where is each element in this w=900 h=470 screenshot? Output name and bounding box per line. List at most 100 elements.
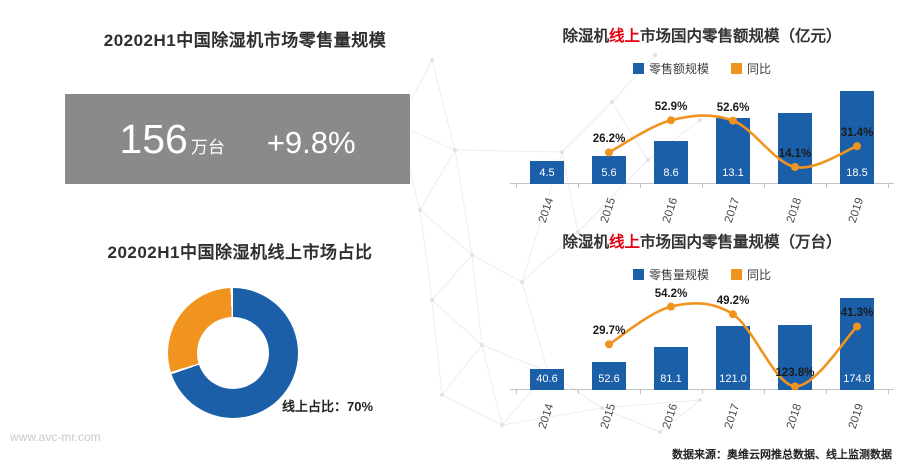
donut-chart — [168, 288, 298, 418]
yoy-label: 49.2% — [716, 295, 750, 308]
bar-2015 — [592, 156, 626, 184]
legend-item-bar-series: 零售额规模 — [632, 60, 709, 77]
line-point — [729, 310, 737, 319]
line-series-swatch — [731, 269, 742, 280]
bar-value-label: 52.6 — [598, 373, 620, 385]
x-axis-label-2016: 2016 — [660, 402, 681, 431]
yoy-label: 52.9% — [654, 101, 688, 114]
line-point — [853, 322, 861, 331]
bar-2015 — [592, 362, 626, 390]
line-point — [791, 382, 799, 391]
title-suffix: 市场国内零售额规模（亿元） — [640, 28, 842, 45]
x-axis-label-2017: 2017 — [722, 402, 743, 431]
yoy-label: 52.6% — [716, 101, 750, 114]
axis-tick — [640, 390, 641, 394]
bar-2014 — [530, 161, 564, 184]
legend-label: 零售量规模 — [648, 268, 709, 282]
yoy-label: 123.8% — [775, 367, 815, 380]
bar-2016 — [654, 141, 688, 184]
x-axis-label-2019: 2019 — [846, 196, 867, 225]
legend-label: 同比 — [747, 268, 772, 282]
yoy-label: 31.4% — [840, 127, 874, 140]
x-axis-label-2016: 2016 — [660, 196, 681, 225]
watermark: www.avc-mr.com — [10, 430, 101, 444]
line-point — [791, 163, 799, 172]
title-suffix: 市场国内零售量规模（万台） — [640, 234, 842, 251]
x-axis-label-2017: 2017 — [722, 196, 743, 225]
bar-2019 — [840, 91, 874, 184]
revenue-chart-title: 除湿机线上市场国内零售额规模（亿元） — [512, 24, 892, 46]
x-axis-label-2015: 2015 — [598, 196, 619, 225]
line-point — [667, 302, 675, 311]
bar-2016 — [654, 347, 688, 390]
yoy-label: 54.2% — [654, 287, 688, 300]
x-axis-label-2015: 2015 — [598, 402, 619, 431]
retail-growth-value: +9.8% — [266, 124, 356, 160]
volume-chart-block: 除湿机线上市场国内零售量规模（万台） 零售量规模 同比 40.6 52.6 81.1… — [510, 230, 894, 445]
legend-label: 同比 — [747, 62, 772, 76]
axis-tick — [702, 390, 703, 394]
bar-value-label: 121.0 — [719, 373, 747, 385]
axis-tick — [764, 390, 765, 394]
line-point — [729, 116, 737, 125]
bar-value-label: 18.5 — [846, 167, 868, 179]
title-prefix: 除湿机 — [562, 28, 609, 45]
line-point — [667, 116, 675, 125]
plot-area: 4.5 5.6 8.6 13.1 18.5 26.2% 52.9% 52.6% 14.1% 31.… — [510, 84, 894, 188]
line-series-swatch — [731, 63, 742, 74]
axis-tick — [578, 184, 579, 188]
axis-tick — [888, 184, 889, 188]
retail-volume-title: 20202H1中国除湿机市场零售量规模 — [103, 31, 387, 50]
yoy-label: 26.2% — [592, 133, 626, 146]
yoy-label: 14.1% — [778, 148, 812, 160]
line-point — [605, 148, 613, 157]
bar-value-label: 174.8 — [843, 373, 871, 385]
axis-tick — [764, 184, 765, 188]
title-highlight: 线上 — [608, 28, 640, 45]
bar-value-label: 81.1 — [660, 373, 682, 385]
legend-item-line-series: 同比 — [731, 266, 771, 283]
bar-value-label: 13.1 — [722, 167, 744, 179]
trend-line — [605, 114, 861, 172]
x-axis-labels: 2014 2015 2016 2017 2018 2019 — [516, 396, 888, 442]
axis-tick — [640, 184, 641, 188]
bar-value-label: 4.5 — [539, 167, 555, 179]
revenue-chart-block: 除湿机线上市场国内零售额规模（亿元） 零售额规模 同比 4.5 5.6 8.6 13.… — [510, 24, 894, 239]
online-share-note: 线上占比：70% — [282, 399, 374, 414]
bar-2019 — [840, 298, 874, 390]
title-prefix: 除湿机 — [562, 234, 609, 251]
x-axis-label-2018: 2018 — [784, 196, 805, 225]
retail-volume-figure: 156 万台 — [119, 116, 224, 163]
bar-2017 — [716, 118, 750, 184]
line-point — [853, 142, 861, 151]
axis-tick — [578, 390, 579, 394]
x-axis-label-2014: 2014 — [536, 196, 557, 225]
bar-value-label: 40.6 — [536, 373, 558, 385]
legend-item-bar-series: 零售量规模 — [632, 266, 709, 283]
legend-label: 零售额规模 — [648, 62, 709, 76]
volume-chart-title: 除湿机线上市场国内零售量规模（万台） — [512, 230, 892, 252]
bar-2018 — [778, 113, 812, 184]
online-share-title: 20202H1中国除湿机线上市场占比 — [107, 243, 373, 262]
bar-value-label: 5.6 — [601, 167, 617, 179]
x-axis-line — [510, 183, 894, 184]
x-axis-label-2018: 2018 — [784, 402, 805, 431]
volume-legend: 零售量规模 同比 — [512, 266, 892, 283]
axis-tick — [516, 184, 517, 188]
bar-value-label: 8.6 — [663, 167, 679, 179]
bar-series-swatch — [632, 63, 644, 74]
yoy-label: 41.3% — [840, 307, 874, 320]
retail-stat: 156 万台 +9.8% — [119, 116, 355, 163]
retail-stat-box: 156 万台 +9.8% — [65, 94, 410, 184]
trend-line — [605, 302, 861, 391]
legend-item-line-series: 同比 — [731, 60, 771, 77]
yoy-label: 29.7% — [592, 325, 626, 338]
source-note: 数据来源：奥维云网推总数据、线上监测数据 — [672, 449, 892, 461]
bar-2014 — [530, 369, 564, 390]
axis-tick — [826, 184, 827, 188]
bar-series-swatch — [632, 269, 644, 280]
retail-volume-unit: 万台 — [190, 137, 225, 157]
axis-tick — [826, 390, 827, 394]
x-axis-label-2019: 2019 — [846, 402, 867, 431]
x-axis-line — [510, 389, 894, 390]
